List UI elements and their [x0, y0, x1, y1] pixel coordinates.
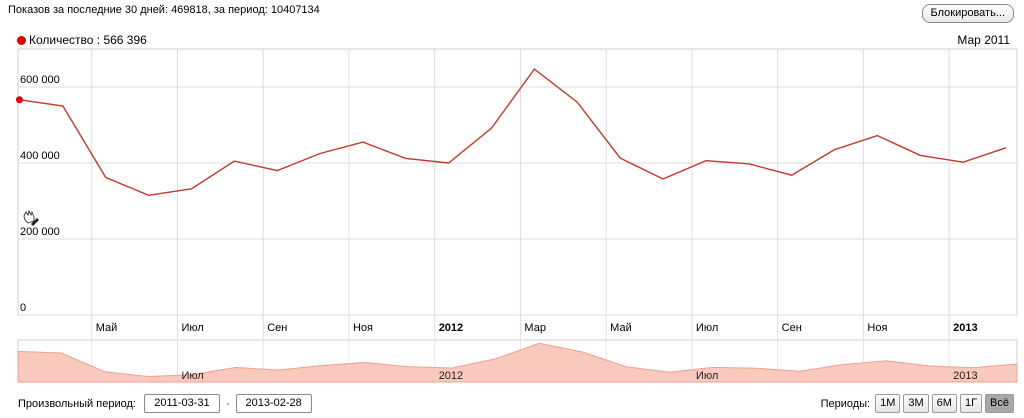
legend-label: Количество : 566 396	[29, 33, 147, 47]
x-tick-label: 2012	[439, 322, 463, 334]
data-point	[147, 193, 151, 197]
x-tick-label: 2013	[953, 322, 977, 334]
custom-period: Произвольный период: 2011-03-31 - 2013-0…	[18, 394, 312, 413]
y-tick-label: 200 000	[20, 226, 60, 238]
navigator-area	[17, 342, 1018, 383]
data-point	[61, 104, 65, 108]
x-tick-label: Май	[96, 322, 118, 334]
data-point	[318, 152, 322, 156]
navigator-label: Июл	[181, 370, 203, 382]
y-tick-label: 0	[20, 302, 26, 314]
period-button-1y[interactable]: 1Г	[959, 394, 983, 413]
x-tick-label: Июл	[696, 322, 718, 334]
navigator-label: 2013	[953, 370, 977, 382]
data-point	[661, 177, 665, 181]
data-point	[404, 156, 408, 160]
navigator-label: 2012	[439, 370, 463, 382]
data-point	[532, 67, 536, 71]
date-separator: -	[225, 397, 230, 410]
data-point	[618, 156, 622, 160]
current-point-marker	[16, 96, 23, 104]
hand-cursor-icon	[23, 209, 39, 226]
periods-label: Периоды:	[820, 397, 871, 410]
data-point	[875, 134, 879, 138]
data-point	[232, 159, 236, 163]
data-point	[790, 173, 794, 177]
data-point	[275, 169, 279, 173]
data-point	[704, 159, 708, 163]
x-tick-label: Ноя	[867, 322, 887, 334]
block-button[interactable]: Блокировать...	[921, 4, 1014, 23]
data-point	[104, 175, 108, 179]
period-button-1m[interactable]: 1М	[875, 394, 901, 413]
y-tick-label: 400 000	[20, 150, 60, 162]
period-button-all[interactable]: Всё	[985, 394, 1014, 413]
legend-marker	[17, 35, 26, 45]
data-point	[189, 187, 193, 191]
data-point	[918, 153, 922, 157]
legend[interactable]: Количество : 566 396	[17, 33, 147, 47]
periods-selector: Периоды: 1М 3М 6М 1Г Всё	[821, 394, 1014, 413]
period-button-3m[interactable]: 3М	[903, 394, 929, 413]
series-line-quantity	[19, 68, 1007, 197]
data-point	[447, 161, 451, 165]
y-tick-label: 600 000	[20, 74, 60, 86]
stats-summary: Показов за последние 30 дней: 469818, за…	[8, 4, 320, 16]
data-point	[833, 148, 837, 152]
data-point	[575, 100, 579, 104]
x-tick-label: Май	[610, 322, 632, 334]
data-point	[490, 126, 494, 130]
custom-period-label: Произвольный период:	[18, 397, 136, 410]
x-tick-label: Сен	[267, 322, 287, 334]
current-date-label: Мар 2011	[957, 33, 1010, 47]
data-point	[1004, 146, 1008, 150]
data-point	[961, 160, 965, 164]
data-point	[747, 162, 751, 166]
date-to-input[interactable]: 2013-02-28	[235, 394, 312, 413]
period-button-6m[interactable]: 6М	[931, 394, 957, 413]
plot-area	[17, 48, 1018, 316]
x-tick-label: Ноя	[353, 322, 373, 334]
x-tick-label: Сен	[782, 322, 802, 334]
x-tick-label: Мар	[524, 322, 546, 334]
data-point	[361, 140, 365, 144]
date-from-input[interactable]: 2011-03-31	[143, 394, 220, 413]
navigator-label: Июл	[696, 370, 718, 382]
x-tick-label: Июл	[181, 322, 203, 334]
